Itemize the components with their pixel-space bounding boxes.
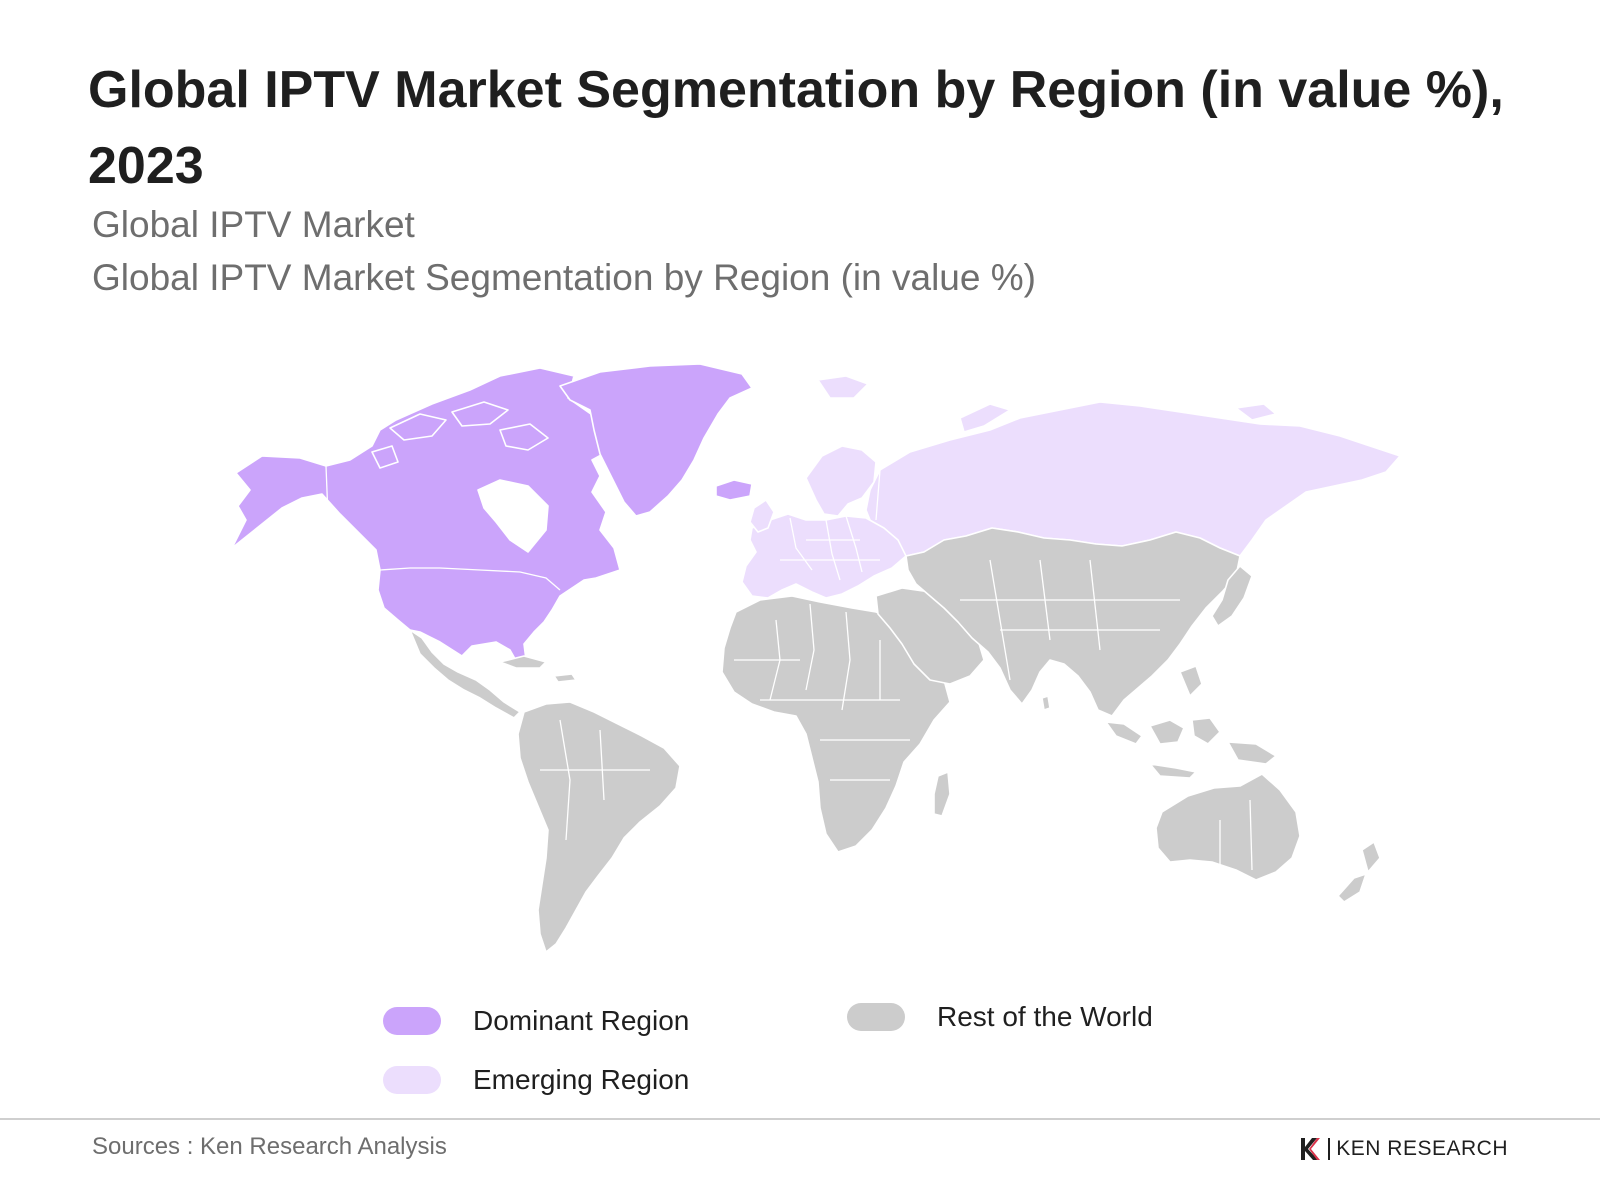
- legend-swatch-rest: [847, 1003, 905, 1031]
- region-greenland: [559, 363, 753, 517]
- legend-label-dominant: Dominant Region: [473, 1005, 690, 1036]
- region-japan: [1211, 565, 1253, 627]
- region-central-america: [409, 629, 521, 719]
- ken-research-logo-icon: [1301, 1138, 1321, 1160]
- brand-footer: KEN RESEARCH: [1298, 1136, 1508, 1162]
- region-north-america: [231, 367, 621, 665]
- legend-item-dominant: Dominant Region: [383, 1005, 689, 1037]
- region-sri-lanka: [1041, 695, 1051, 711]
- page-title: Global IPTV Market Segmentation by Regio…: [88, 61, 1504, 195]
- subtitle-market: Global IPTV Market: [92, 204, 415, 245]
- region-russia: [865, 401, 1401, 557]
- legend-label-rest: Rest of the World: [937, 1001, 1153, 1032]
- subtitle-segmentation: Global IPTV Market Segmentation by Regio…: [92, 257, 1036, 298]
- legend-label-emerging: Emerging Region: [473, 1064, 690, 1095]
- region-novaya-zemlya: [959, 403, 1011, 433]
- region-scandinavia: [805, 445, 877, 517]
- region-madagascar: [933, 771, 951, 817]
- brand-separator: [1328, 1138, 1331, 1160]
- legend-swatch-emerging: [383, 1066, 441, 1094]
- emerging-region-group: [741, 375, 1401, 599]
- dominant-region-group: [231, 363, 753, 665]
- region-new-zealand: [1337, 841, 1381, 903]
- region-south-america: [517, 701, 681, 953]
- region-hudson-bay-cutout: [477, 479, 549, 553]
- legend-swatch-dominant: [383, 1007, 441, 1035]
- region-caribbean: [499, 655, 577, 683]
- footer-divider: [0, 1118, 1600, 1120]
- region-svalbard: [817, 375, 1277, 421]
- world-map: [231, 363, 1401, 953]
- region-arctic-islands: [371, 401, 549, 469]
- legend-item-rest: Rest of the World: [847, 1001, 1153, 1033]
- source-note: Sources : Ken Research Analysis: [92, 1133, 447, 1160]
- region-uk-ireland: [749, 499, 775, 533]
- rest-region-group: [409, 527, 1381, 953]
- region-iceland: [715, 479, 753, 501]
- legend-item-emerging: Emerging Region: [383, 1064, 689, 1096]
- region-asia: [905, 527, 1241, 717]
- region-australia: [1155, 773, 1301, 881]
- region-southeast-asia-islands: [1105, 665, 1277, 779]
- brand-name: KEN RESEARCH: [1336, 1137, 1508, 1160]
